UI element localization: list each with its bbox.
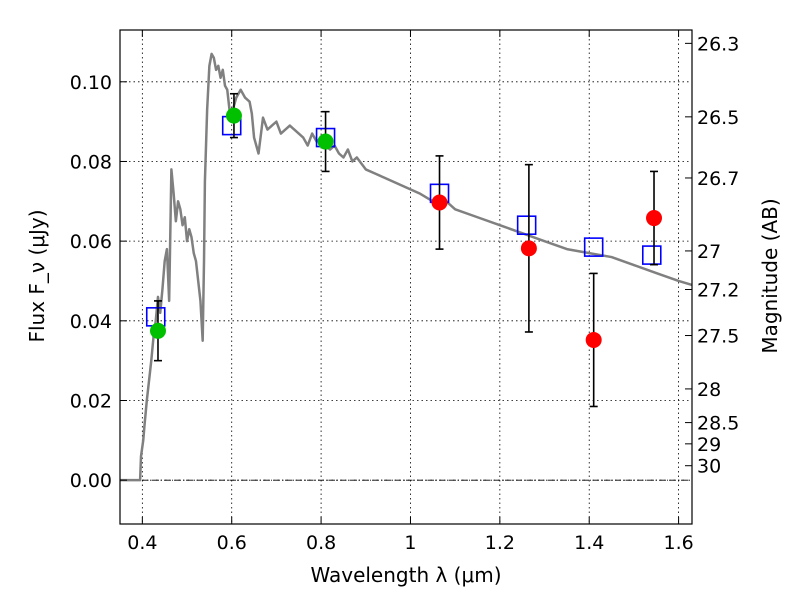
observed-flux-point: [520, 240, 537, 257]
observed-flux-point: [431, 194, 448, 211]
grid-lines: [120, 30, 692, 524]
x-tick-label: 1.4: [574, 532, 604, 554]
right-axis-label: Magnitude (AB): [758, 198, 782, 353]
observed-flux-point: [646, 210, 663, 227]
axis-ticks: [120, 30, 692, 524]
right-tick-label: 28.5: [697, 413, 739, 435]
x-tick-label: 0.4: [127, 532, 157, 554]
y-tick-label: 0.02: [70, 391, 112, 413]
right-tick-label: 28: [697, 379, 721, 401]
plot-frame: [119, 29, 693, 525]
observed-flux-point: [585, 331, 602, 348]
tick-labels: 0.4 0.6 0.8 1 1.2 1.4 1.6 0.00 0.02 0.04 0.06 0.08 0…: [70, 33, 740, 554]
right-tick-label: 26.3: [697, 33, 739, 55]
model-square-point: [516, 215, 537, 236]
y-tick-label: 0.08: [70, 151, 112, 173]
observed-flux-point: [149, 322, 166, 339]
x-axis-label: Wavelength λ (μm): [310, 563, 501, 587]
x-tick-label: 1: [404, 532, 416, 554]
y-tick-label: 0.06: [70, 231, 112, 253]
observed-flux-point: [225, 107, 242, 124]
x-tick-label: 1.6: [663, 532, 693, 554]
model-square-point: [641, 245, 662, 265]
right-tick-label: 29: [697, 434, 721, 456]
right-tick-label: 27.5: [697, 326, 739, 348]
observed-flux-point: [317, 133, 334, 150]
x-tick-label: 1.2: [485, 532, 515, 554]
y-tick-label: 0.10: [70, 72, 112, 94]
right-tick-label: 26.5: [697, 107, 739, 129]
x-tick-label: 0.8: [306, 532, 336, 554]
y-tick-label: 0.00: [70, 470, 112, 492]
model-square-point: [583, 237, 604, 257]
y-tick-label: 0.04: [70, 311, 112, 333]
x-tick-label: 0.6: [217, 532, 247, 554]
right-tick-label: 26.7: [697, 168, 739, 190]
right-tick-label: 30: [697, 456, 721, 478]
sed-model-line: [120, 52, 693, 482]
data-marks: [145, 92, 663, 408]
right-tick-label: 27: [697, 241, 721, 263]
y-axis-label: Flux F_ν (μJy): [25, 209, 49, 342]
right-tick-label: 27.2: [697, 279, 739, 301]
